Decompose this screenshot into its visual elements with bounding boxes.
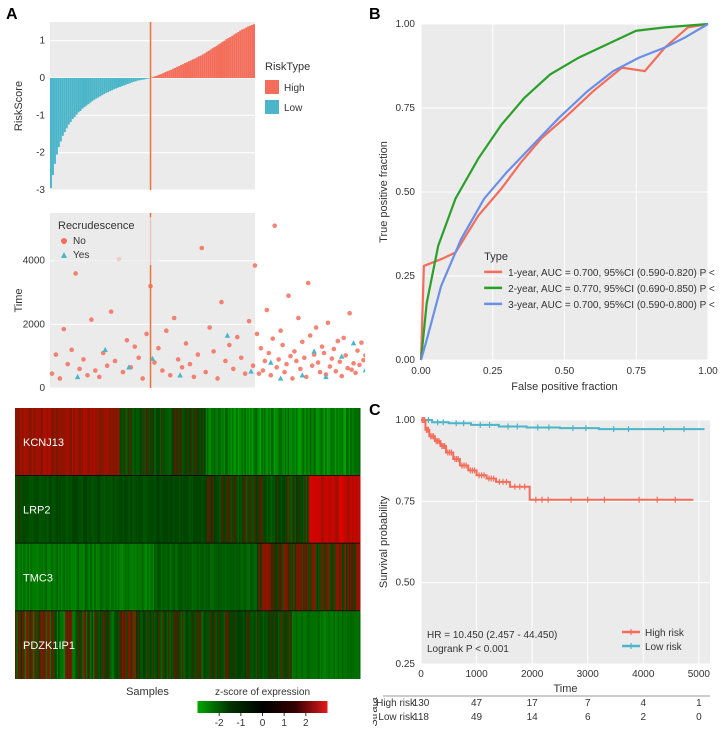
svg-text:4000: 4000 <box>23 256 46 267</box>
svg-text:-1: -1 <box>236 718 245 729</box>
svg-text:LRP2: LRP2 <box>23 505 51 517</box>
svg-text:130: 130 <box>413 698 430 709</box>
svg-text:4: 4 <box>641 698 647 709</box>
svg-text:0: 0 <box>418 669 424 680</box>
svg-text:0: 0 <box>696 712 702 723</box>
svg-text:17: 17 <box>527 698 539 709</box>
roc-plot: 0.000.00 0.25 0.25 0.50 0.50 0.75 0.75 1.00 1.00… <box>373 10 718 398</box>
svg-text:Survival probability: Survival probability <box>378 495 390 588</box>
svg-text:0.50: 0.50 <box>396 187 416 198</box>
svg-text:Time: Time <box>13 288 25 312</box>
svg-text:0: 0 <box>39 383 45 394</box>
svg-text:47: 47 <box>471 698 483 709</box>
panel-c-km: C 0.250.500.751.00010002000300040005000T… <box>373 406 718 734</box>
panel-a-heatmap: KCNJ13 LRP2 TMC3 PDZK1IP1 Samples z-score of … <box>10 406 365 734</box>
panel-a-scatter: 0 2000 4000 Time Recrudescence No Yes <box>10 208 365 398</box>
svg-text:0.75: 0.75 <box>396 103 416 114</box>
riskscore-plot: -3 -2 -1 0 1 RiskScore RiskType High Low <box>10 10 365 200</box>
svg-text:True positive fraction: True positive fraction <box>378 141 390 243</box>
svg-text:7: 7 <box>585 698 591 709</box>
svg-text:Type: Type <box>484 251 508 263</box>
svg-text:4000: 4000 <box>632 669 655 680</box>
time-scatter-plot: 0 2000 4000 Time Recrudescence No Yes <box>10 208 365 398</box>
svg-text:0.25: 0.25 <box>483 366 503 377</box>
svg-text:2: 2 <box>641 712 647 723</box>
svg-text:0.75: 0.75 <box>396 496 416 507</box>
svg-text:TMC3: TMC3 <box>23 572 53 584</box>
svg-text:No: No <box>73 236 86 247</box>
panel-label-c: C <box>369 402 381 420</box>
svg-text:5000: 5000 <box>688 669 711 680</box>
svg-text:0.25: 0.25 <box>396 659 416 670</box>
svg-text:3-year, AUC = 0.700, 95%CI (0.: 3-year, AUC = 0.700, 95%CI (0.590-0.800)… <box>508 300 718 311</box>
svg-text:2-year, AUC = 0.770, 95%CI (0.: 2-year, AUC = 0.770, 95%CI (0.690-0.850)… <box>508 284 718 295</box>
svg-text:1: 1 <box>696 698 702 709</box>
svg-text:1-year, AUC = 0.700, 95%CI (0.: 1-year, AUC = 0.700, 95%CI (0.590-0.820)… <box>508 268 718 279</box>
svg-text:2000: 2000 <box>23 319 46 330</box>
svg-text:Time: Time <box>553 683 577 695</box>
svg-text:-2: -2 <box>215 718 224 729</box>
svg-text:-3: -3 <box>36 185 45 196</box>
svg-text:Recrudescence: Recrudescence <box>58 220 134 232</box>
svg-text:0.50: 0.50 <box>555 366 575 377</box>
panel-a-riskscore: A -3-2-101RiskScoreRiskTypeHighLow <box>10 10 365 200</box>
km-plot: 0.25 0.50 0.75 1.00 0 1000 2000 3000 4000 5000 Tim… <box>373 406 718 734</box>
svg-text:6: 6 <box>585 712 591 723</box>
svg-text:0.50: 0.50 <box>396 578 416 589</box>
svg-text:0: 0 <box>260 718 266 729</box>
svg-text:RiskScore: RiskScore <box>13 81 25 131</box>
svg-text:14: 14 <box>527 712 539 723</box>
svg-text:HR = 10.450 (2.457 - 44.450): HR = 10.450 (2.457 - 44.450) <box>427 630 557 641</box>
svg-text:Low: Low <box>284 103 303 114</box>
svg-text:0: 0 <box>39 73 45 84</box>
heatmap-plot: KCNJ13 LRP2 TMC3 PDZK1IP1 Samples z-score of … <box>10 406 365 734</box>
svg-text:1: 1 <box>39 36 45 47</box>
svg-text:Logrank P < 0.001: Logrank P < 0.001 <box>427 644 509 655</box>
svg-text:49: 49 <box>471 712 483 723</box>
svg-text:PDZK1IP1: PDZK1IP1 <box>23 640 75 652</box>
svg-text:Low risk: Low risk <box>378 712 416 723</box>
svg-text:118: 118 <box>413 712 429 723</box>
svg-text:1.00: 1.00 <box>396 19 416 30</box>
svg-text:z-score of expression: z-score of expression <box>215 687 310 698</box>
svg-text:Yes: Yes <box>73 250 89 261</box>
svg-text:3000: 3000 <box>577 669 600 680</box>
svg-text:2: 2 <box>303 718 309 729</box>
svg-text:1: 1 <box>281 718 287 729</box>
svg-text:RiskType: RiskType <box>265 61 310 73</box>
svg-text:0.00: 0.00 <box>396 355 416 366</box>
svg-text:High risk: High risk <box>645 628 685 639</box>
panel-label-a: A <box>6 6 18 24</box>
svg-text:2000: 2000 <box>521 669 544 680</box>
svg-text:Samples: Samples <box>126 686 169 698</box>
svg-text:0.75: 0.75 <box>627 366 647 377</box>
svg-text:0.25: 0.25 <box>396 271 416 282</box>
svg-text:1.00: 1.00 <box>698 366 718 377</box>
svg-text:KCNJ13: KCNJ13 <box>23 437 64 449</box>
svg-text:1.00: 1.00 <box>396 415 416 426</box>
svg-text:-1: -1 <box>36 110 45 121</box>
panel-b-roc: B 0.000.000.250.250.500.500.750.751.001.… <box>373 10 718 398</box>
svg-text:High: High <box>284 83 305 94</box>
svg-text:Low risk: Low risk <box>645 642 683 653</box>
svg-text:1000: 1000 <box>465 669 488 680</box>
svg-text:0.00: 0.00 <box>411 366 431 377</box>
panel-label-b: B <box>369 6 381 24</box>
svg-text:False positive fraction: False positive fraction <box>511 381 617 393</box>
svg-text:-2: -2 <box>36 148 45 159</box>
svg-text:High risk: High risk <box>376 698 416 709</box>
